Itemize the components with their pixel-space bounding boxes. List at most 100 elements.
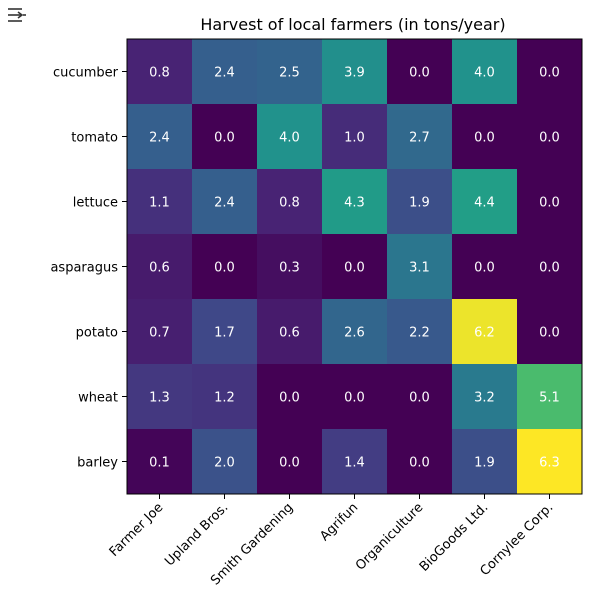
heatmap-cell	[387, 104, 453, 170]
cell-value-label: 2.4	[214, 66, 235, 81]
heatmap-cell	[127, 234, 193, 300]
x-tick-label: Organiculture	[353, 500, 426, 573]
y-tick-label: potato	[76, 326, 118, 341]
x-tick-label: Agrifun	[317, 500, 361, 544]
cell-value-label: 0.0	[279, 391, 300, 406]
heatmap-cell	[517, 364, 583, 430]
cell-value-label: 4.4	[474, 196, 495, 211]
heatmap-cell	[452, 39, 518, 105]
heatmap-cell	[127, 429, 193, 495]
heatmap-cell	[322, 104, 388, 170]
heatmap-cell	[127, 299, 193, 365]
cell-value-label: 1.1	[149, 196, 170, 211]
cell-value-label: 2.2	[409, 326, 430, 341]
cell-value-label: 3.2	[474, 391, 495, 406]
cell-value-label: 6.2	[474, 326, 495, 341]
heatmap-cell	[452, 299, 518, 365]
cell-value-label: 0.0	[409, 66, 430, 81]
cell-value-label: 2.5	[279, 66, 300, 81]
x-tick-label: BioGoods Ltd.	[417, 500, 492, 575]
heatmap-cell	[387, 39, 453, 105]
heatmap-cell	[192, 104, 258, 170]
heatmap-cell	[452, 429, 518, 495]
heatmap-cell	[517, 299, 583, 365]
cell-value-label: 1.9	[409, 196, 430, 211]
cell-value-label: 2.7	[409, 131, 430, 146]
heatmap-cell	[192, 234, 258, 300]
cell-value-label: 0.0	[539, 261, 560, 276]
cell-value-label: 0.0	[279, 456, 300, 471]
cell-value-label: 1.3	[149, 391, 170, 406]
heatmap-cell	[257, 39, 323, 105]
y-tick-label: barley	[77, 456, 118, 471]
cell-value-label: 2.4	[149, 131, 170, 146]
heatmap-cell	[257, 364, 323, 430]
heatmap-cell	[322, 299, 388, 365]
heatmap-cell	[127, 104, 193, 170]
cell-value-label: 0.0	[344, 261, 365, 276]
cell-value-label: 1.4	[344, 456, 365, 471]
cell-value-label: 0.0	[214, 261, 235, 276]
heatmap-cell	[322, 234, 388, 300]
heatmap-cell	[192, 364, 258, 430]
sliders-menu-icon[interactable]	[6, 6, 28, 24]
cell-value-label: 0.0	[539, 196, 560, 211]
cell-value-label: 0.7	[149, 326, 170, 341]
heatmap-cell	[192, 299, 258, 365]
heatmap-cell	[192, 169, 258, 235]
cell-value-label: 0.3	[279, 261, 300, 276]
cell-value-label: 4.0	[474, 66, 495, 81]
heatmap-cell	[387, 299, 453, 365]
heatmap-cell	[127, 39, 193, 105]
cell-value-label: 1.9	[474, 456, 495, 471]
cell-value-label: 0.1	[149, 456, 170, 471]
cell-value-label: 0.0	[344, 391, 365, 406]
heatmap-cell	[257, 429, 323, 495]
cell-value-label: 3.1	[409, 261, 430, 276]
y-tick-label: tomato	[71, 131, 118, 146]
heatmap-cell	[322, 429, 388, 495]
heatmap-cell	[517, 429, 583, 495]
cell-value-label: 1.0	[344, 131, 365, 146]
cell-value-label: 6.3	[539, 456, 560, 471]
heatmap-cell	[452, 234, 518, 300]
heatmap-cell	[517, 104, 583, 170]
heatmap-cell	[322, 169, 388, 235]
heatmap-cell	[452, 169, 518, 235]
heatmap-cell	[387, 169, 453, 235]
y-axis: cucumber tomato lettuce asparagus potato whea…	[50, 66, 127, 471]
cell-value-label: 0.0	[214, 131, 235, 146]
cell-value-label: 0.8	[279, 196, 300, 211]
heatmap-cell	[452, 104, 518, 170]
heatmap-cell	[387, 364, 453, 430]
cell-value-label: 4.3	[344, 196, 365, 211]
x-tick-label: Farmer Joe	[107, 500, 167, 560]
heatmap-cell	[192, 39, 258, 105]
heatmap-cell	[322, 39, 388, 105]
plot-frame	[126, 38, 583, 495]
cell-value-label: 0.0	[409, 456, 430, 471]
heatmap-cell	[127, 364, 193, 430]
cell-value-label: 0.0	[474, 261, 495, 276]
heatmap-cell	[192, 429, 258, 495]
y-tick-label: cucumber	[53, 66, 119, 81]
cell-value-label: 1.7	[214, 326, 235, 341]
cell-value-label: 3.9	[344, 66, 365, 81]
heatmap-cell	[387, 429, 453, 495]
heatmap-cell	[387, 234, 453, 300]
cell-value-label: 2.4	[214, 196, 235, 211]
cell-value-label: 2.0	[214, 456, 235, 471]
cell-value-label: 0.8	[149, 66, 170, 81]
cell-value-label: 0.0	[539, 66, 560, 81]
chart-title: Harvest of local farmers (in tons/year)	[200, 15, 505, 34]
y-tick-label: asparagus	[50, 261, 118, 276]
heatmap-cell	[452, 364, 518, 430]
cell-value-label: 1.2	[214, 391, 235, 406]
heatmap-cell	[127, 169, 193, 235]
heatmap-cell	[257, 104, 323, 170]
heatmap-cells	[127, 39, 583, 495]
cell-value-label: 0.6	[279, 326, 300, 341]
